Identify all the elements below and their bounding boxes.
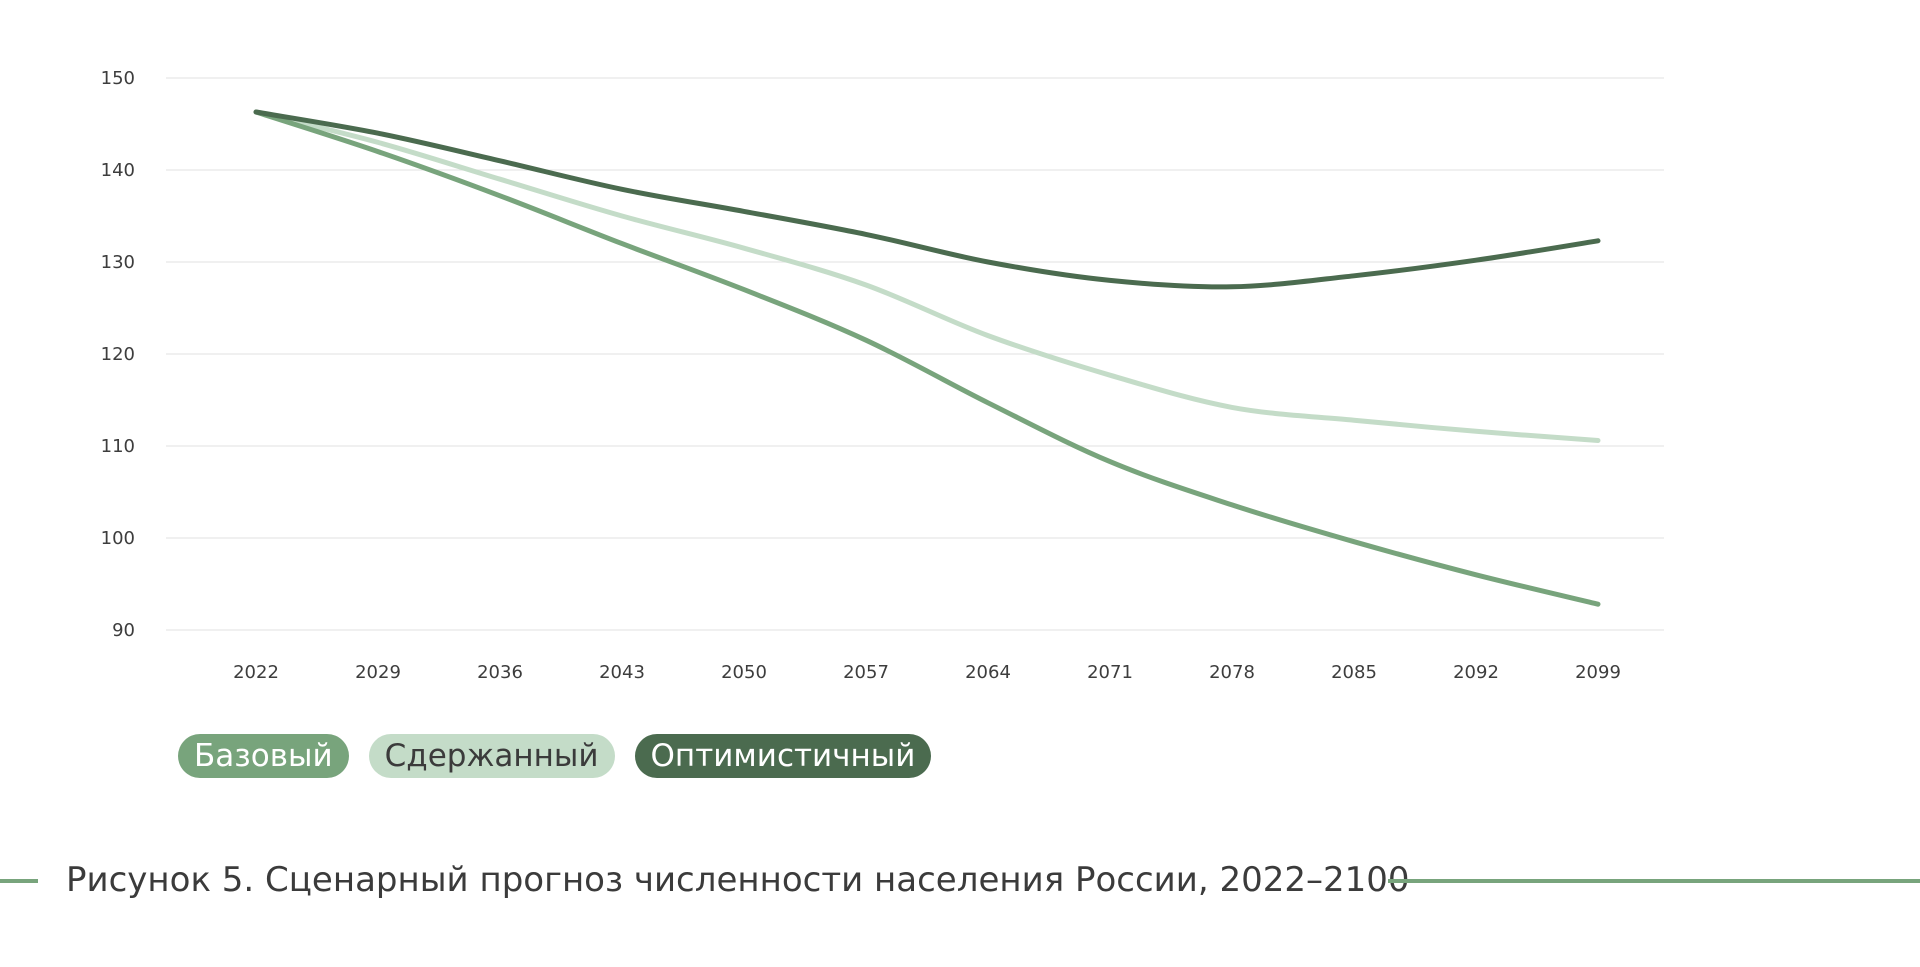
x-tick-label-2092: 2092 (1453, 662, 1499, 683)
y-tick-label-150: 150 (101, 68, 135, 89)
legend-item-optimistic: Оптимистичный (634, 734, 932, 778)
figure-caption-row: Рисунок 5. Сценарный прогноз численности… (0, 858, 1920, 902)
x-tick-label-2099: 2099 (1575, 662, 1621, 683)
series-line-restrained (253, 109, 1601, 443)
x-tick-label-2064: 2064 (965, 662, 1011, 683)
x-tick-label-2022: 2022 (233, 662, 279, 683)
y-tick-label-120: 120 (101, 344, 135, 365)
caption-rule-left (0, 879, 38, 883)
x-tick-label-2043: 2043 (599, 662, 645, 683)
series-lines (253, 109, 1601, 607)
legend-item-base: Базовый (178, 734, 349, 778)
x-tick-label-2029: 2029 (355, 662, 401, 683)
x-tick-label-2036: 2036 (477, 662, 523, 683)
x-tick-label-2071: 2071 (1087, 662, 1133, 683)
x-axis-ticks: 2022 2029 2036 2043 2050 2057 2064 2071 2078 2085… (233, 662, 1621, 683)
line-chart: 90 100 110 120 130 140 150 2022 2029 2036 2043 205… (101, 68, 1664, 683)
x-tick-label-2078: 2078 (1209, 662, 1255, 683)
grid-lines (166, 77, 1664, 631)
y-axis-ticks: 90 100 110 120 130 140 150 (101, 68, 135, 641)
series-line-optimistic (253, 109, 1601, 290)
legend-item-restrained: Сдержанный (368, 734, 615, 778)
y-tick-label-140: 140 (101, 160, 135, 181)
figure-caption: Рисунок 5. Сценарный прогноз численности… (66, 860, 1410, 900)
y-tick-label-110: 110 (101, 436, 135, 457)
y-tick-label-130: 130 (101, 252, 135, 273)
chart-legend: Базовый Сдержанный Оптимистичный (178, 734, 932, 778)
x-tick-label-2050: 2050 (721, 662, 767, 683)
x-tick-label-2057: 2057 (843, 662, 889, 683)
y-tick-label-100: 100 (101, 528, 135, 549)
caption-rule-right (1388, 879, 1920, 883)
series-line-base (253, 109, 1601, 607)
x-tick-label-2085: 2085 (1331, 662, 1377, 683)
y-tick-label-90: 90 (112, 620, 135, 641)
